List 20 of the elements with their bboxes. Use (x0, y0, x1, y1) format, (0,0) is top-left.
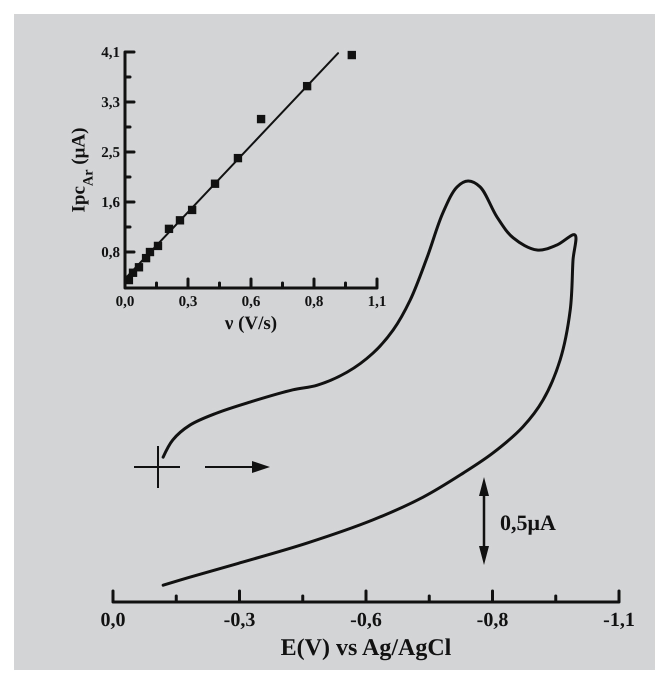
x-axis-title: E(V) vs Ag/AgCl (280, 635, 452, 662)
point (256, 114, 266, 124)
x-tick-label: 0,6 (242, 294, 261, 310)
annotation: 0,5μA (500, 510, 556, 535)
x-tick-label: -0,6 (350, 609, 382, 632)
x-tick-label: -0,3 (224, 609, 256, 632)
x-axis-title: ν (V/s) (224, 312, 278, 334)
y-tick-label: 3,3 (101, 94, 120, 111)
x-tick-label: 0,0 (100, 609, 126, 632)
x-tick-label: 0,0 (116, 294, 134, 310)
x-tick-label: 1,1 (368, 294, 386, 310)
point (348, 50, 356, 60)
y-tick-label: 4,1 (101, 44, 120, 61)
x-tick-label: -0,8 (476, 609, 508, 632)
x-tick-label: 0,3 (178, 294, 198, 310)
y-tick-label: 2,5 (101, 144, 120, 161)
y-tick-label: 0,8 (101, 244, 120, 261)
x-tick-label: -1,1 (603, 609, 635, 632)
y-tick-label: 1,6 (101, 194, 120, 211)
x-tick-label: 0,8 (304, 294, 324, 310)
